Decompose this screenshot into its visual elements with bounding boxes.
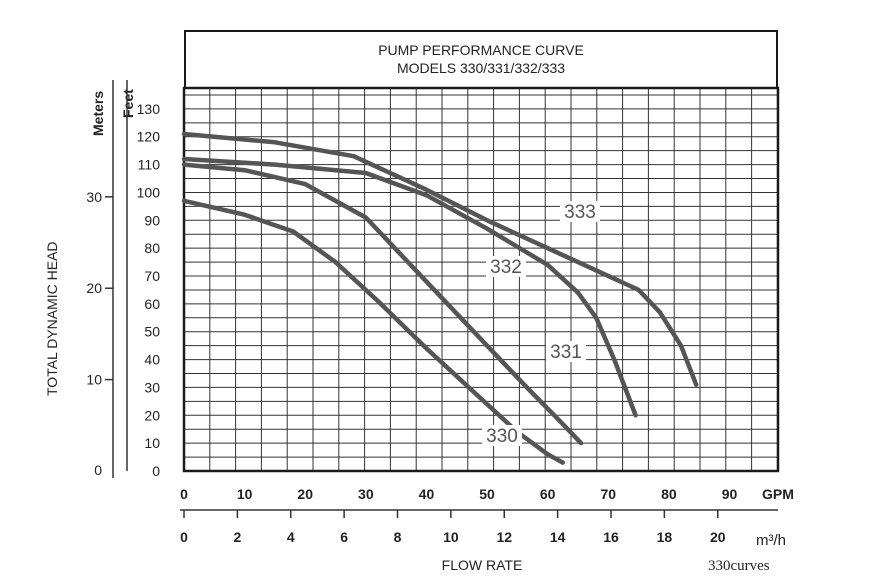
y-tick-label-feet: 120: [137, 129, 161, 145]
x-unit-gpm: GPM: [762, 486, 794, 502]
chart-title: PUMP PERFORMANCE CURVE: [378, 42, 584, 58]
x-tick-label-m3h: 2: [233, 529, 241, 545]
plot-frame: [182, 86, 780, 473]
x-tick-label-m3h: 20: [710, 529, 726, 545]
curve-331: [181, 162, 584, 446]
x-tick-label-gpm: 20: [297, 486, 313, 502]
y-tick-label-feet: 20: [144, 407, 160, 423]
chart-caption: 330curves: [708, 558, 770, 574]
curve-330: [181, 198, 566, 465]
y-tick-label-feet: 10: [144, 435, 160, 451]
series-label-333: 333: [564, 202, 596, 223]
x-tick-label-gpm: 10: [237, 486, 253, 502]
x-tick-label-gpm: 0: [180, 486, 188, 502]
series-label-331: 331: [550, 342, 582, 363]
x-axis-title: FLOW RATE: [442, 557, 523, 573]
chart-subtitle: MODELS 330/331/332/333: [396, 60, 566, 76]
y-tick-label-feet: 30: [144, 379, 160, 395]
x-tick-label-m3h: 16: [603, 529, 619, 545]
series-label-bg: [546, 341, 586, 362]
y-tick-label-feet: 110: [138, 157, 161, 173]
x-tick-label-m3h: 14: [550, 529, 566, 545]
x-tick-label-m3h: 18: [657, 529, 673, 545]
x-tick-label-gpm: 90: [722, 486, 738, 502]
x-tick-label-gpm: 60: [540, 486, 556, 502]
y-tick-label-feet: 0: [152, 463, 160, 479]
x-tick-label-gpm: 70: [600, 486, 616, 502]
series-label-330: 330: [486, 426, 518, 447]
x-tick-label-m3h: 12: [496, 529, 512, 545]
x-tick-label-m3h: 4: [287, 529, 295, 545]
y-tick-label-meters: 30: [86, 189, 102, 205]
series-label-bg: [486, 256, 526, 277]
y-tick-label-feet: 50: [144, 324, 160, 340]
y-tick-label-feet: 90: [144, 212, 160, 228]
x-tick-label-gpm: 80: [661, 486, 677, 502]
curve-333: [181, 131, 699, 387]
y-tick-label-feet: 60: [144, 296, 160, 312]
y-tick-label-meters: 10: [86, 372, 102, 388]
y-tick-label-feet: 40: [144, 352, 160, 368]
y-tick-label-feet: 130: [137, 101, 161, 117]
x-tick-label-m3h: 0: [180, 529, 188, 545]
curve-332: [181, 156, 638, 418]
y-tick-label-feet: 80: [144, 240, 160, 256]
series-label-bg: [560, 201, 600, 222]
y-tick-label-meters: 0: [94, 462, 102, 478]
x-tick-label-gpm: 50: [479, 486, 495, 502]
x-tick-label-m3h: 10: [443, 529, 459, 545]
series-label-bg: [482, 425, 522, 446]
y-tick-label-meters: 20: [86, 280, 102, 296]
y-tick-label-feet: 70: [144, 268, 160, 284]
x-unit-m3h: m³/h: [756, 532, 786, 549]
chart-title-box: PUMP PERFORMANCE CURVE MODELS 330/331/33…: [184, 30, 778, 88]
x-tick-label-m3h: 6: [340, 529, 348, 545]
y-tick-label-feet: 100: [137, 184, 161, 200]
x-tick-label-gpm: 30: [358, 486, 374, 502]
x-tick-label-m3h: 8: [394, 529, 402, 545]
series-label-332: 332: [490, 257, 522, 278]
x-tick-label-gpm: 40: [419, 486, 435, 502]
